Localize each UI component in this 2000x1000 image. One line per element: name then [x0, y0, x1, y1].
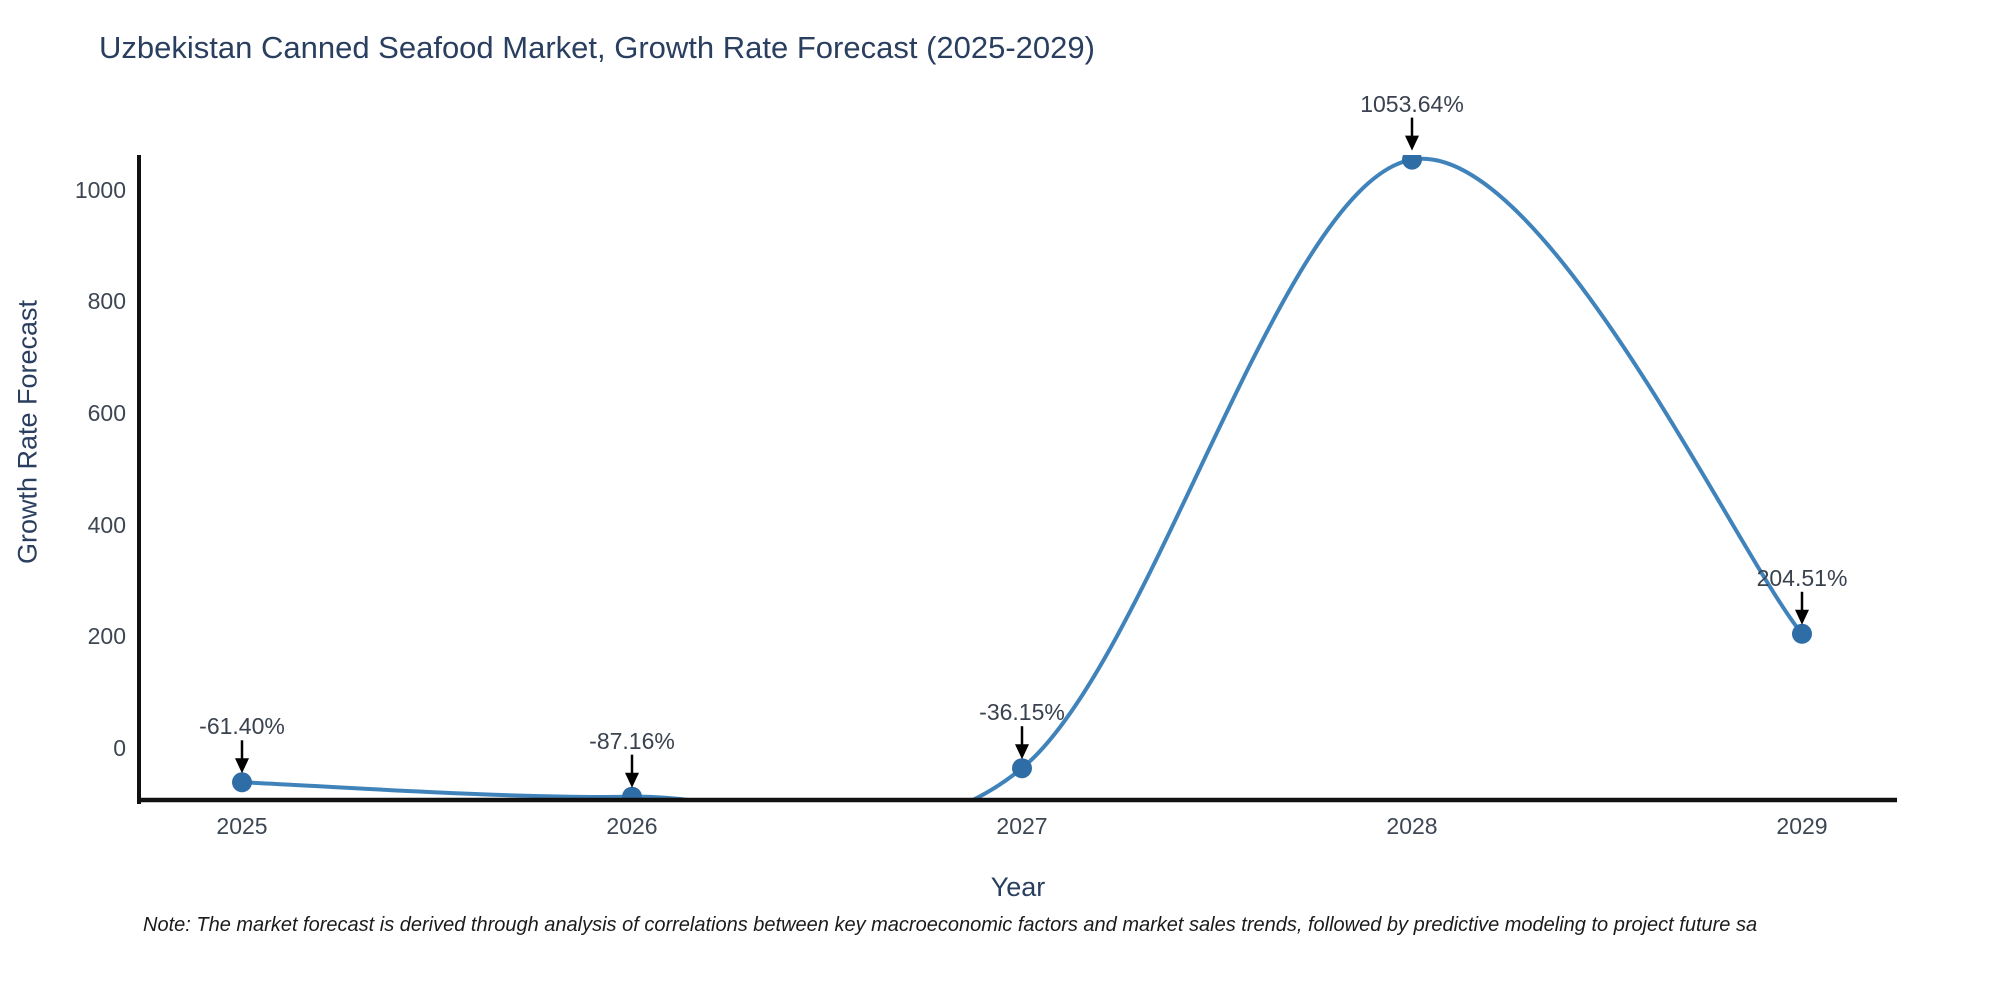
annotation-label: -61.40%	[199, 713, 285, 739]
x-tick-label: 2028	[1386, 813, 1438, 839]
annotation-arrow	[1405, 117, 1419, 151]
y-tick-label: 1000	[74, 177, 126, 203]
x-tick-label: 2026	[606, 813, 658, 839]
data-point-marker[interactable]	[1792, 623, 1812, 644]
annotation-label: -36.15%	[979, 699, 1065, 725]
data-point-marker[interactable]	[622, 786, 642, 807]
y-tick-label: 200	[87, 623, 126, 649]
x-tick-label: 2027	[996, 813, 1048, 839]
annotation-label: 204.51%	[1756, 565, 1848, 591]
y-tick-label: 600	[87, 400, 126, 426]
annotation-label: 1053.64%	[1360, 91, 1464, 117]
annotation-arrow	[235, 740, 249, 774]
x-tick-label: 2029	[1776, 813, 1828, 839]
data-point-marker[interactable]	[232, 772, 252, 793]
data-point-marker[interactable]	[1012, 758, 1032, 779]
annotation-label: -87.16%	[589, 728, 675, 754]
annotation-arrow	[625, 754, 639, 788]
annotation-arrow	[1015, 726, 1029, 760]
data-point-marker[interactable]	[1402, 150, 1422, 170]
annotation-arrow	[1795, 591, 1809, 625]
trend-line	[241, 156, 1804, 802]
footnote: Note: The market forecast is derived thr…	[143, 914, 1758, 936]
chart-title: Uzbekistan Canned Seafood Market, Growth…	[99, 30, 1095, 65]
y-tick-label: 400	[87, 512, 126, 538]
x-tick-label: 2025	[216, 813, 268, 839]
y-tick-label: 800	[87, 288, 126, 314]
x-axis-title: Year	[990, 872, 1046, 902]
y-tick-label: 0	[113, 735, 126, 761]
